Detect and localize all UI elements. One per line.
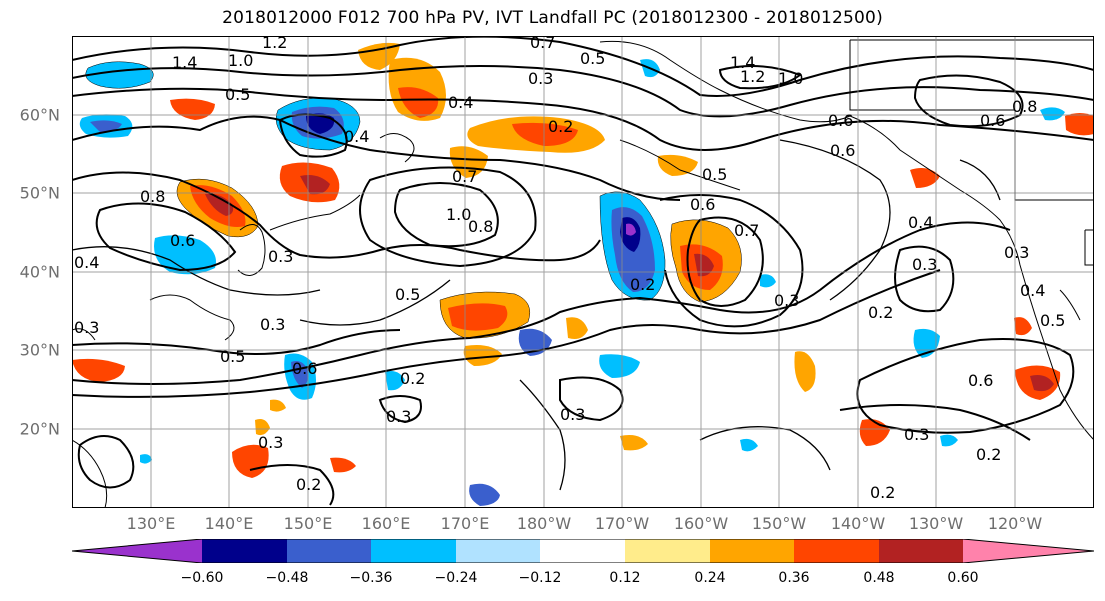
colorbar-tick-label: 0.60 xyxy=(947,570,979,586)
lon-label-180w: 180°W xyxy=(516,514,572,533)
colorbar-tick-label: −0.24 xyxy=(434,570,478,586)
contour-label: 0.7 xyxy=(452,167,477,186)
contour-label: 0.8 xyxy=(1012,97,1037,116)
lon-label-160w: 160°W xyxy=(673,514,729,533)
contour-label: 0.6 xyxy=(830,141,855,160)
lat-label-40n: 40°N xyxy=(19,262,60,282)
colorbar-tick-label: 0.24 xyxy=(694,570,726,586)
contour-label: 0.8 xyxy=(468,217,493,236)
contour-label: 0.4 xyxy=(74,253,99,272)
contour-label: 0.3 xyxy=(912,255,937,274)
contour-label: 1.2 xyxy=(740,67,765,86)
contour-label: 0.2 xyxy=(870,483,895,502)
colorbar-tick-label: 0.36 xyxy=(778,570,810,586)
contour-label: 1.0 xyxy=(446,205,471,224)
contour-label: 0.3 xyxy=(560,405,585,424)
colorbar-tick-label: −0.12 xyxy=(518,570,562,586)
lon-label-120w: 120°W xyxy=(987,514,1043,533)
lon-label-160e: 160°E xyxy=(361,514,411,533)
contour-label: 0.5 xyxy=(220,347,245,366)
contour-label: 0.2 xyxy=(548,117,573,136)
contour-label: 0.2 xyxy=(868,303,893,322)
contour-label: 0.7 xyxy=(530,36,555,52)
contour-label: 0.5 xyxy=(225,85,250,104)
contour-label: 0.3 xyxy=(528,69,553,88)
graticule-layer xyxy=(72,36,1094,508)
contour-label: 0.4 xyxy=(908,213,933,232)
colorbar-segment xyxy=(710,539,794,563)
contour-label: 1.0 xyxy=(228,51,253,70)
pv-contour-thin-layer xyxy=(72,139,1001,491)
colorbar-segment xyxy=(879,539,963,563)
colorbar-tick-label: −0.60 xyxy=(180,570,224,586)
colorbar-tick-label: −0.36 xyxy=(349,570,393,586)
lat-label-50n: 50°N xyxy=(19,183,60,203)
lon-label-140w: 140°W xyxy=(830,514,886,533)
contour-label: 0.3 xyxy=(268,247,293,266)
contour-label: 0.3 xyxy=(1004,243,1029,262)
colorbar-tick-label: −0.48 xyxy=(265,570,309,586)
lon-label-150w: 150°W xyxy=(751,514,807,533)
lon-label-130e: 130°E xyxy=(126,514,176,533)
pv-contour-layer xyxy=(72,36,1094,506)
colorbar-segment xyxy=(456,539,540,563)
lon-label-140e: 140°E xyxy=(204,514,254,533)
colorbar-tick-label: 0.48 xyxy=(863,570,895,586)
contour-label: 0.3 xyxy=(258,433,283,452)
colorbar xyxy=(72,539,1094,563)
contour-label: 1.4 xyxy=(730,53,755,72)
contour-label: 0.5 xyxy=(1040,311,1065,330)
colorbar-segment xyxy=(72,539,202,563)
contour-label: 0.6 xyxy=(980,111,1005,130)
contour-label: 0.5 xyxy=(702,165,727,184)
map-title: 2018012000 F012 700 hPa PV, IVT Landfall… xyxy=(222,8,883,28)
lat-label-30n: 30°N xyxy=(19,340,60,360)
contour-label: 0.6 xyxy=(828,111,853,130)
colorbar-segment xyxy=(794,539,879,563)
contour-label: 0.3 xyxy=(774,291,799,310)
contour-label: 0.6 xyxy=(292,359,317,378)
contour-label: 0.3 xyxy=(386,407,411,426)
contour-label: 0.6 xyxy=(170,231,195,250)
lat-label-60n: 60°N xyxy=(19,105,60,125)
contour-label: 0.8 xyxy=(140,187,165,206)
contour-label: 0.2 xyxy=(976,445,1001,464)
contour-label-layer: 1.4 1.0 1.2 0.7 0.5 0.3 0.5 0.4 0.2 1.4 … xyxy=(74,36,1065,502)
colorbar-segment xyxy=(371,539,456,563)
map-panel[interactable]: 1.4 1.0 1.2 0.7 0.5 0.3 0.5 0.4 0.2 1.4 … xyxy=(72,36,1094,508)
contour-label: 0.4 xyxy=(344,127,369,146)
colorbar-segment xyxy=(287,539,371,563)
contour-label: 0.4 xyxy=(448,93,473,112)
colorbar-segments xyxy=(72,539,1094,563)
contour-label: 0.7 xyxy=(734,221,759,240)
contour-label: 1.0 xyxy=(778,69,803,88)
contour-label: 0.2 xyxy=(400,369,425,388)
colorbar-segment xyxy=(625,539,710,563)
contour-label: 1.2 xyxy=(262,36,287,52)
contour-label: 0.5 xyxy=(580,49,605,68)
lon-label-170w: 170°W xyxy=(594,514,650,533)
contour-label: 0.3 xyxy=(904,425,929,444)
contour-label: 0.6 xyxy=(968,371,993,390)
lat-label-20n: 20°N xyxy=(19,419,60,439)
contour-label: 0.3 xyxy=(260,315,285,334)
lon-label-150e: 150°E xyxy=(283,514,333,533)
colorbar-segment xyxy=(963,539,1094,563)
contour-label: 1.4 xyxy=(172,53,197,72)
positive-anomaly-patches xyxy=(72,42,1094,478)
contour-label: 0.2 xyxy=(296,475,321,494)
contour-label: 0.2 xyxy=(630,275,655,294)
contour-label: 0.6 xyxy=(690,195,715,214)
coastline-layer xyxy=(72,39,1094,508)
contour-label: 0.3 xyxy=(74,318,99,337)
contour-label: 0.5 xyxy=(395,285,420,304)
colorbar-segment xyxy=(540,539,625,563)
lon-label-170e: 170°E xyxy=(440,514,490,533)
colorbar-tick-label: 0.12 xyxy=(609,570,641,586)
lon-label-130w: 130°W xyxy=(908,514,964,533)
colorbar-segment xyxy=(202,539,287,563)
contour-label: 0.4 xyxy=(1020,281,1045,300)
